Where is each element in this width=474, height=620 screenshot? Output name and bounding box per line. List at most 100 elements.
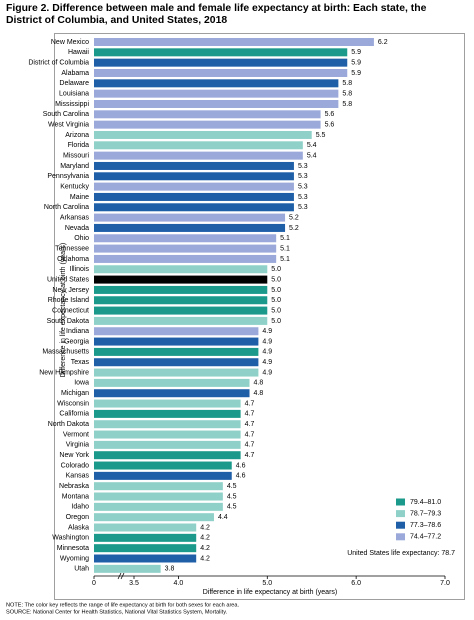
legend-label: 74.4–77.2 <box>410 534 441 541</box>
bar <box>94 213 286 222</box>
value-label: 5.3 <box>298 183 308 190</box>
x-tick-label: 7.0 <box>440 580 450 587</box>
bar <box>94 244 277 253</box>
source: SOURCE: National Center for Health Stati… <box>6 609 228 615</box>
y-tick-label: Indiana <box>66 328 89 335</box>
bar <box>94 48 348 57</box>
value-label: 4.7 <box>245 421 255 428</box>
bar <box>94 141 303 150</box>
bar <box>94 420 241 429</box>
y-tick-label: Colorado <box>61 462 90 469</box>
y-axis-label: Difference in life expectancy at birth (… <box>60 243 67 378</box>
y-tick-label: Iowa <box>74 380 89 387</box>
y-tick-label: New York <box>59 452 89 459</box>
y-tick-label: California <box>59 411 89 418</box>
bar <box>94 285 268 294</box>
y-tick-label: Wyoming <box>60 555 89 562</box>
y-tick-label: Montana <box>62 493 89 500</box>
value-label: 5.0 <box>271 307 281 314</box>
bar <box>94 502 223 511</box>
value-label: 4.7 <box>245 400 255 407</box>
y-tick-label: Louisiana <box>59 90 89 97</box>
bar <box>94 482 223 491</box>
bar <box>94 234 277 243</box>
value-label: 5.4 <box>307 152 317 159</box>
y-tick-label: Oregon <box>66 514 89 521</box>
value-label: 5.8 <box>342 80 352 87</box>
y-tick-label: Illinois <box>70 266 90 273</box>
bar <box>94 430 241 439</box>
y-tick-label: District of Columbia <box>28 60 89 67</box>
value-label: 5.2 <box>289 225 299 232</box>
legend-label: 77.3–78.6 <box>410 522 441 529</box>
bar <box>94 440 241 449</box>
value-label: 5.1 <box>280 256 290 263</box>
y-tick-label: Nebraska <box>59 483 89 490</box>
y-tick-label: Arkansas <box>60 214 90 221</box>
y-tick-label: North Carolina <box>44 204 89 211</box>
bar <box>94 89 339 98</box>
x-tick-label: 3.5 <box>129 580 139 587</box>
bar <box>94 79 339 88</box>
y-tick-label: Pennsylvania <box>47 173 89 180</box>
value-label: 5.0 <box>271 276 281 283</box>
y-tick-label: Mississippi <box>55 101 89 108</box>
y-tick-label: New Hampshire <box>39 369 89 376</box>
bar <box>94 38 374 46</box>
value-label: 5.1 <box>280 245 290 252</box>
y-tick-label: Oklahoma <box>57 256 89 263</box>
value-label: 4.7 <box>245 431 255 438</box>
value-label: 5.5 <box>316 132 326 139</box>
bar <box>94 306 268 315</box>
bar <box>94 513 214 522</box>
value-label: 4.8 <box>254 380 264 387</box>
annotation: United States life expectancy: 78.7 <box>347 550 455 557</box>
y-tick-label: Maine <box>70 194 89 201</box>
value-label: 5.3 <box>298 204 308 211</box>
value-label: 4.9 <box>262 338 272 345</box>
legend-swatch <box>396 533 405 541</box>
chart-title: Figure 2. Difference between male and fe… <box>6 3 427 26</box>
y-tick-label: Ohio <box>74 235 89 242</box>
bar <box>94 492 223 501</box>
value-label: 5.0 <box>271 318 281 325</box>
bar <box>94 347 259 356</box>
y-tick-label: North Dakota <box>48 421 89 428</box>
value-label: 4.9 <box>262 349 272 356</box>
value-label: 4.4 <box>218 514 228 521</box>
legend-swatch <box>396 521 405 529</box>
y-tick-label: Texas <box>71 359 90 366</box>
bar <box>94 130 312 139</box>
y-tick-label: Alaska <box>68 524 89 531</box>
value-label: 4.6 <box>236 462 246 469</box>
y-tick-label: Washington <box>52 535 89 542</box>
value-label: 4.2 <box>200 524 210 531</box>
value-label: 5.9 <box>351 70 361 77</box>
note: NOTE: The color key reflects the range o… <box>6 602 240 608</box>
value-label: 5.0 <box>271 287 281 294</box>
y-tick-label: Wisconsin <box>57 400 89 407</box>
y-tick-label: Utah <box>74 566 89 573</box>
value-label: 4.5 <box>227 483 237 490</box>
y-tick-label: Arizona <box>65 132 89 139</box>
y-tick-label: Vermont <box>63 431 89 438</box>
value-label: 4.9 <box>262 359 272 366</box>
value-label: 4.5 <box>227 493 237 500</box>
bar <box>94 68 348 77</box>
bar <box>94 389 250 398</box>
bar <box>94 316 268 325</box>
bar <box>94 99 339 108</box>
value-label: 5.1 <box>280 235 290 242</box>
value-label: 4.2 <box>200 535 210 542</box>
bar <box>94 151 303 160</box>
frame <box>54 33 465 600</box>
bar <box>94 554 197 563</box>
value-label: 4.5 <box>227 504 237 511</box>
bar <box>94 523 197 532</box>
bar <box>94 110 321 119</box>
value-label: 5.9 <box>351 60 361 67</box>
y-tick-label: South Dakota <box>47 318 90 325</box>
bar <box>94 182 294 191</box>
value-label: 4.9 <box>262 328 272 335</box>
